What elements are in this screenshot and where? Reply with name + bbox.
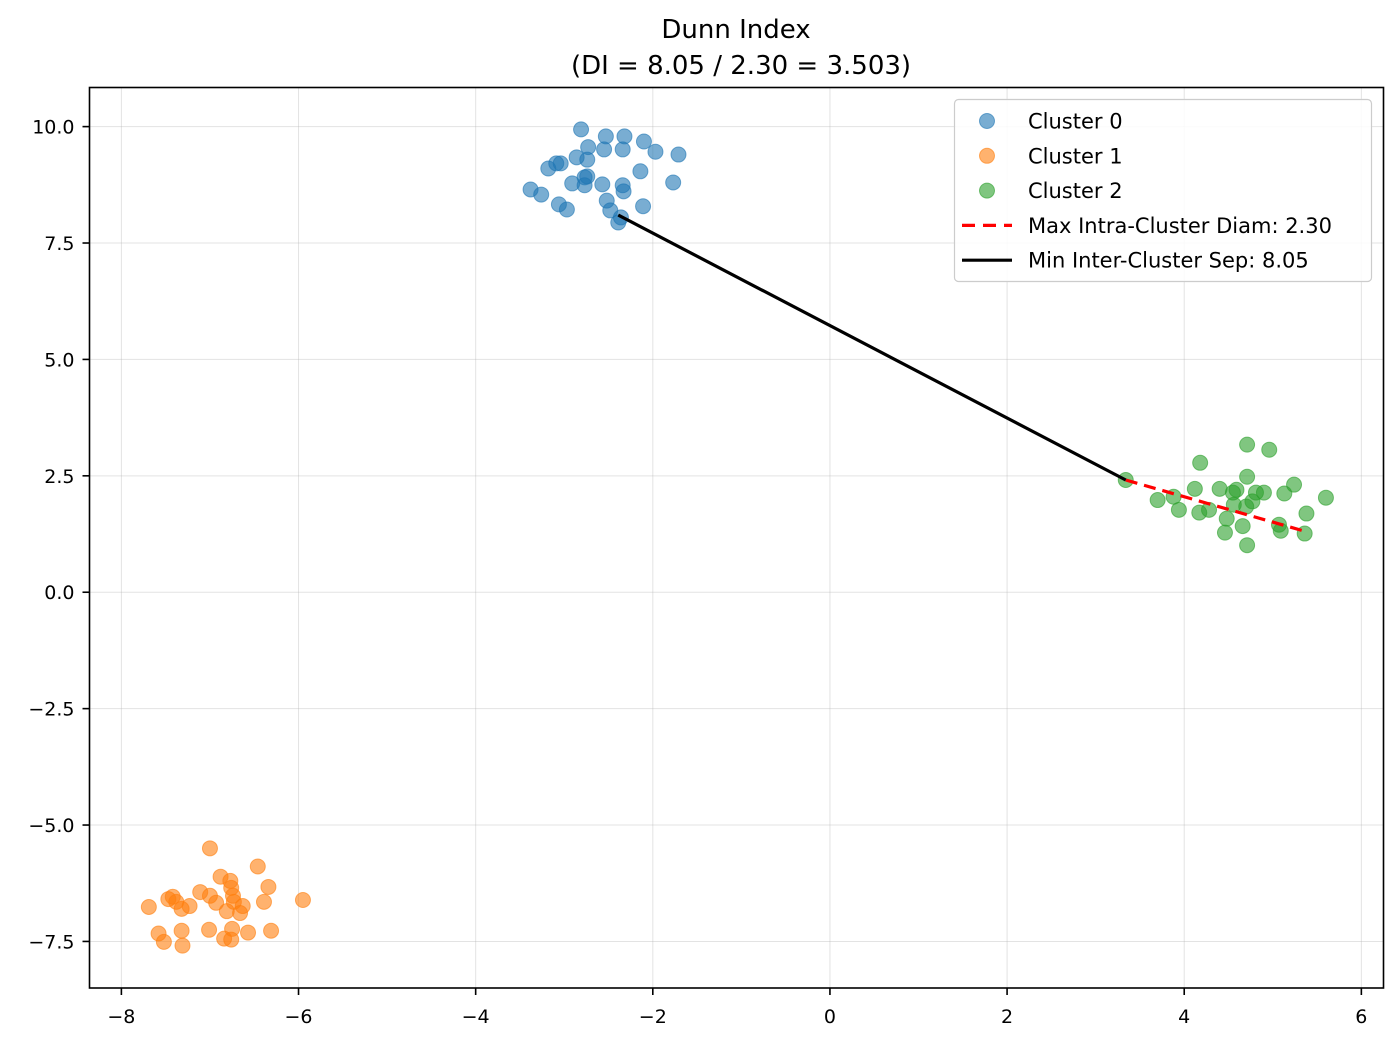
chart-subtitle: (DI = 8.05 / 2.30 = 3.503)	[571, 51, 911, 81]
axis-ticks: −8 −6 −4 −2 0 2 4 6 10.0 7.5 5.0 2.5 0.0 −2.5 −5.0 −7.5	[28, 117, 1367, 1028]
distance-lines	[617, 213, 1306, 533]
max-intra-diameter-line	[1125, 478, 1306, 533]
legend-label: Cluster 2	[1028, 179, 1123, 203]
legend-item: Cluster 0	[979, 110, 1123, 134]
data-point	[155, 933, 172, 950]
data-point	[1261, 441, 1278, 458]
data-point	[548, 155, 565, 172]
data-point	[173, 922, 190, 939]
x-tick-label: 2	[1001, 1006, 1013, 1028]
y-tick-label: −2.5	[28, 699, 74, 721]
data-point	[632, 163, 649, 180]
legend-marker-icon	[979, 182, 995, 199]
data-point	[615, 183, 632, 200]
data-point	[260, 878, 277, 895]
data-point	[573, 121, 590, 138]
data-point	[174, 937, 191, 954]
data-point	[647, 143, 664, 160]
data-point	[201, 921, 218, 938]
data-point	[635, 133, 652, 150]
scatter-points	[140, 121, 1334, 954]
x-tick-label: 6	[1355, 1006, 1367, 1028]
chart-title: Dunn Index	[661, 15, 810, 45]
data-point	[1170, 501, 1187, 518]
legend-item: Cluster 2	[979, 179, 1123, 203]
data-point	[1211, 480, 1228, 497]
x-tick-label: 4	[1178, 1006, 1190, 1028]
data-point	[596, 141, 613, 158]
data-point	[1149, 492, 1166, 509]
data-point	[670, 146, 687, 163]
x-tick-label: −4	[462, 1006, 490, 1028]
data-point	[533, 186, 550, 203]
data-point	[1234, 518, 1251, 535]
series-cluster-2	[1117, 436, 1334, 554]
legend: Cluster 0 Cluster 1 Cluster 2 Max Intra-Clu…	[953, 98, 1373, 283]
legend-label: Max Intra-Cluster Diam: 2.30	[1028, 214, 1332, 238]
data-point	[249, 858, 266, 875]
legend-label: Cluster 1	[1028, 144, 1123, 168]
data-point	[1225, 496, 1242, 513]
x-tick-label: −8	[107, 1006, 135, 1028]
data-point	[232, 905, 249, 922]
data-point	[558, 201, 575, 218]
data-point	[1239, 537, 1256, 554]
legend-item: Cluster 1	[979, 144, 1123, 168]
legend-item: Min Inter-Cluster Sep: 8.05	[962, 249, 1309, 273]
data-point	[1228, 481, 1245, 498]
data-point	[294, 891, 311, 908]
legend-box	[953, 98, 1373, 283]
y-tick-label: 7.5	[44, 233, 74, 255]
data-point	[160, 891, 177, 908]
data-point	[665, 174, 682, 191]
data-point	[1286, 476, 1303, 493]
legend-label: Min Inter-Cluster Sep: 8.05	[1028, 249, 1309, 273]
data-point	[1239, 468, 1256, 485]
data-point	[1255, 484, 1272, 501]
y-tick-label: 0.0	[44, 582, 74, 604]
legend-label: Cluster 0	[1028, 110, 1123, 134]
data-point	[594, 176, 611, 193]
data-point	[201, 840, 218, 857]
data-point	[614, 141, 631, 158]
data-point	[240, 924, 257, 941]
y-tick-label: −5.0	[28, 815, 74, 837]
series-cluster-0	[522, 121, 687, 231]
y-tick-label: 10.0	[32, 117, 74, 139]
data-point	[579, 151, 596, 168]
data-point	[255, 893, 272, 910]
y-tick-label: −7.5	[28, 931, 74, 953]
legend-marker-icon	[979, 147, 995, 164]
series-cluster-1	[140, 840, 311, 954]
data-point	[140, 898, 157, 915]
data-point	[1186, 480, 1203, 497]
y-tick-label: 2.5	[44, 466, 74, 488]
data-point	[1218, 510, 1235, 527]
plot-area-frame	[88, 86, 1385, 989]
y-tick-label: 5.0	[44, 349, 74, 371]
legend-item: Max Intra-Cluster Diam: 2.30	[962, 214, 1332, 238]
data-point	[263, 922, 280, 939]
data-point	[635, 198, 652, 215]
data-point	[579, 168, 596, 185]
data-point	[1317, 489, 1334, 506]
data-point	[1239, 436, 1256, 453]
legend-marker-icon	[979, 113, 995, 129]
data-point	[1298, 505, 1315, 522]
min-inter-separation-line	[617, 213, 1127, 482]
data-point	[173, 900, 190, 917]
data-point	[223, 931, 240, 948]
x-tick-label: −2	[639, 1006, 667, 1028]
data-point	[218, 903, 235, 920]
data-point	[208, 894, 225, 911]
data-point	[1216, 524, 1233, 541]
x-tick-label: −6	[285, 1006, 313, 1028]
x-tick-label: 0	[824, 1006, 836, 1028]
data-point	[1192, 454, 1209, 471]
